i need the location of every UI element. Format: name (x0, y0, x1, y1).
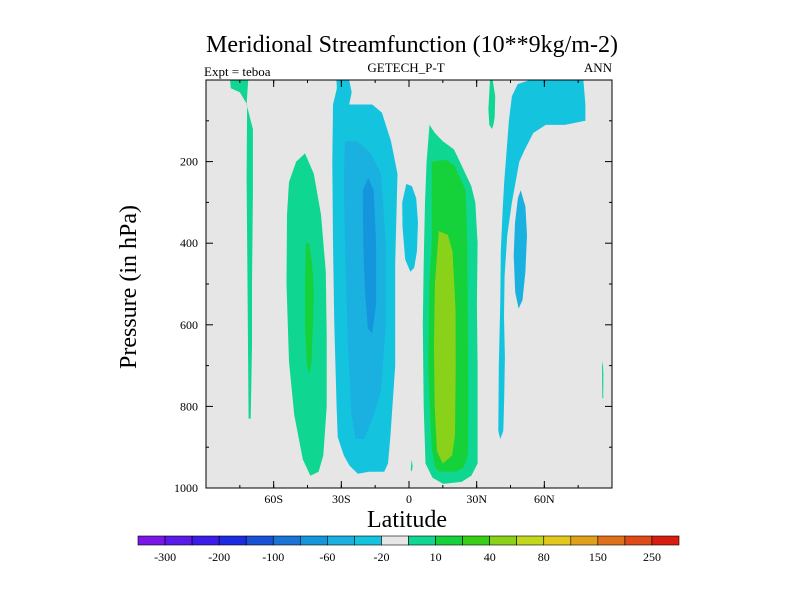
right-subtitle: ANN (584, 60, 613, 75)
colorbar-label: -300 (154, 550, 176, 564)
colorbar-label: -20 (374, 550, 390, 564)
contour-region-north-polar-streak (602, 361, 604, 399)
colorbar-swatch (435, 535, 463, 546)
x-tick-label: 60S (264, 492, 283, 506)
plot-background (206, 80, 612, 488)
colorbar-swatch (299, 535, 328, 546)
contour-region-equatorial-small-blob (410, 459, 413, 472)
y-tick-label: 800 (180, 399, 198, 413)
center-subtitle: GETECH_P-T (367, 60, 444, 75)
colorbar-swatch (272, 535, 301, 546)
contour-region-northern-midlatitude-core (513, 190, 527, 309)
colorbar-swatch (597, 535, 626, 546)
colorbar-swatch (651, 535, 680, 546)
colorbar-swatch (624, 535, 653, 546)
colorbar-label: 80 (538, 550, 550, 564)
colorbar-label: 150 (589, 550, 607, 564)
y-axis: 200 400 600 800 1000 (174, 120, 612, 495)
colorbar-swatch (570, 535, 599, 546)
colorbar: -300 -200 -100 -60 -20 10 40 80 150 250 (137, 535, 680, 564)
plot-area (205, 79, 613, 489)
chart-title: Meridional Streamfunction (10**9kg/m-2) (206, 32, 618, 58)
x-tick-label: 30S (332, 492, 351, 506)
x-axis-label: Latitude (367, 507, 447, 533)
colorbar-swatch (408, 535, 436, 546)
colorbar-swatch (218, 535, 247, 546)
colorbar-label: -60 (319, 550, 335, 564)
colorbar-swatch (164, 535, 193, 546)
colorbar-swatch (516, 535, 545, 546)
colorbar-swatch (381, 535, 409, 546)
contour-region-southern-hadley-cell-mid (343, 141, 386, 439)
x-tick-label: 60N (534, 492, 555, 506)
y-tick-label: 600 (180, 318, 198, 332)
colorbar-swatch (489, 535, 517, 546)
colorbar-label: 250 (643, 550, 661, 564)
y-tick-label: 400 (180, 236, 198, 250)
x-axis: 60S 30S 0 30N 60N (205, 80, 613, 506)
colorbar-swatch (191, 535, 220, 546)
colorbar-swatch (327, 535, 355, 546)
contour-region-northern-hadley-cell-inner (434, 231, 456, 464)
colorbar-label: -100 (262, 550, 284, 564)
contour-region-southern-polar-thin-cell (230, 80, 253, 419)
colorbar-label: 40 (484, 550, 496, 564)
contour-region-top-left-blue-lobe (336, 80, 343, 105)
y-axis-label: Pressure (in hPa) (116, 205, 142, 369)
contour-region-northern-midlatitude-cell (498, 80, 586, 439)
colorbar-swatch (543, 535, 572, 546)
colorbar-swatch (137, 535, 166, 546)
colorbar-label: 10 (430, 550, 442, 564)
contour-region-southern-ferrel-cell-core (305, 243, 314, 374)
x-tick-label: 30N (466, 492, 487, 506)
colorbar-label: -200 (208, 550, 230, 564)
colorbar-swatch (354, 535, 382, 546)
contour-region-northern-subtropical-streak (488, 80, 496, 129)
left-subtitle: Expt = teboa (204, 64, 271, 79)
x-tick-label: 0 (406, 492, 412, 506)
colorbar-swatch (462, 535, 490, 546)
contour-region-equatorial-negative-blob (402, 184, 418, 272)
y-tick-label: 200 (180, 155, 198, 169)
contour-region-southern-hadley-cell-core (362, 177, 377, 333)
colorbar-swatch (245, 535, 274, 546)
y-tick-label: 1000 (174, 481, 198, 495)
